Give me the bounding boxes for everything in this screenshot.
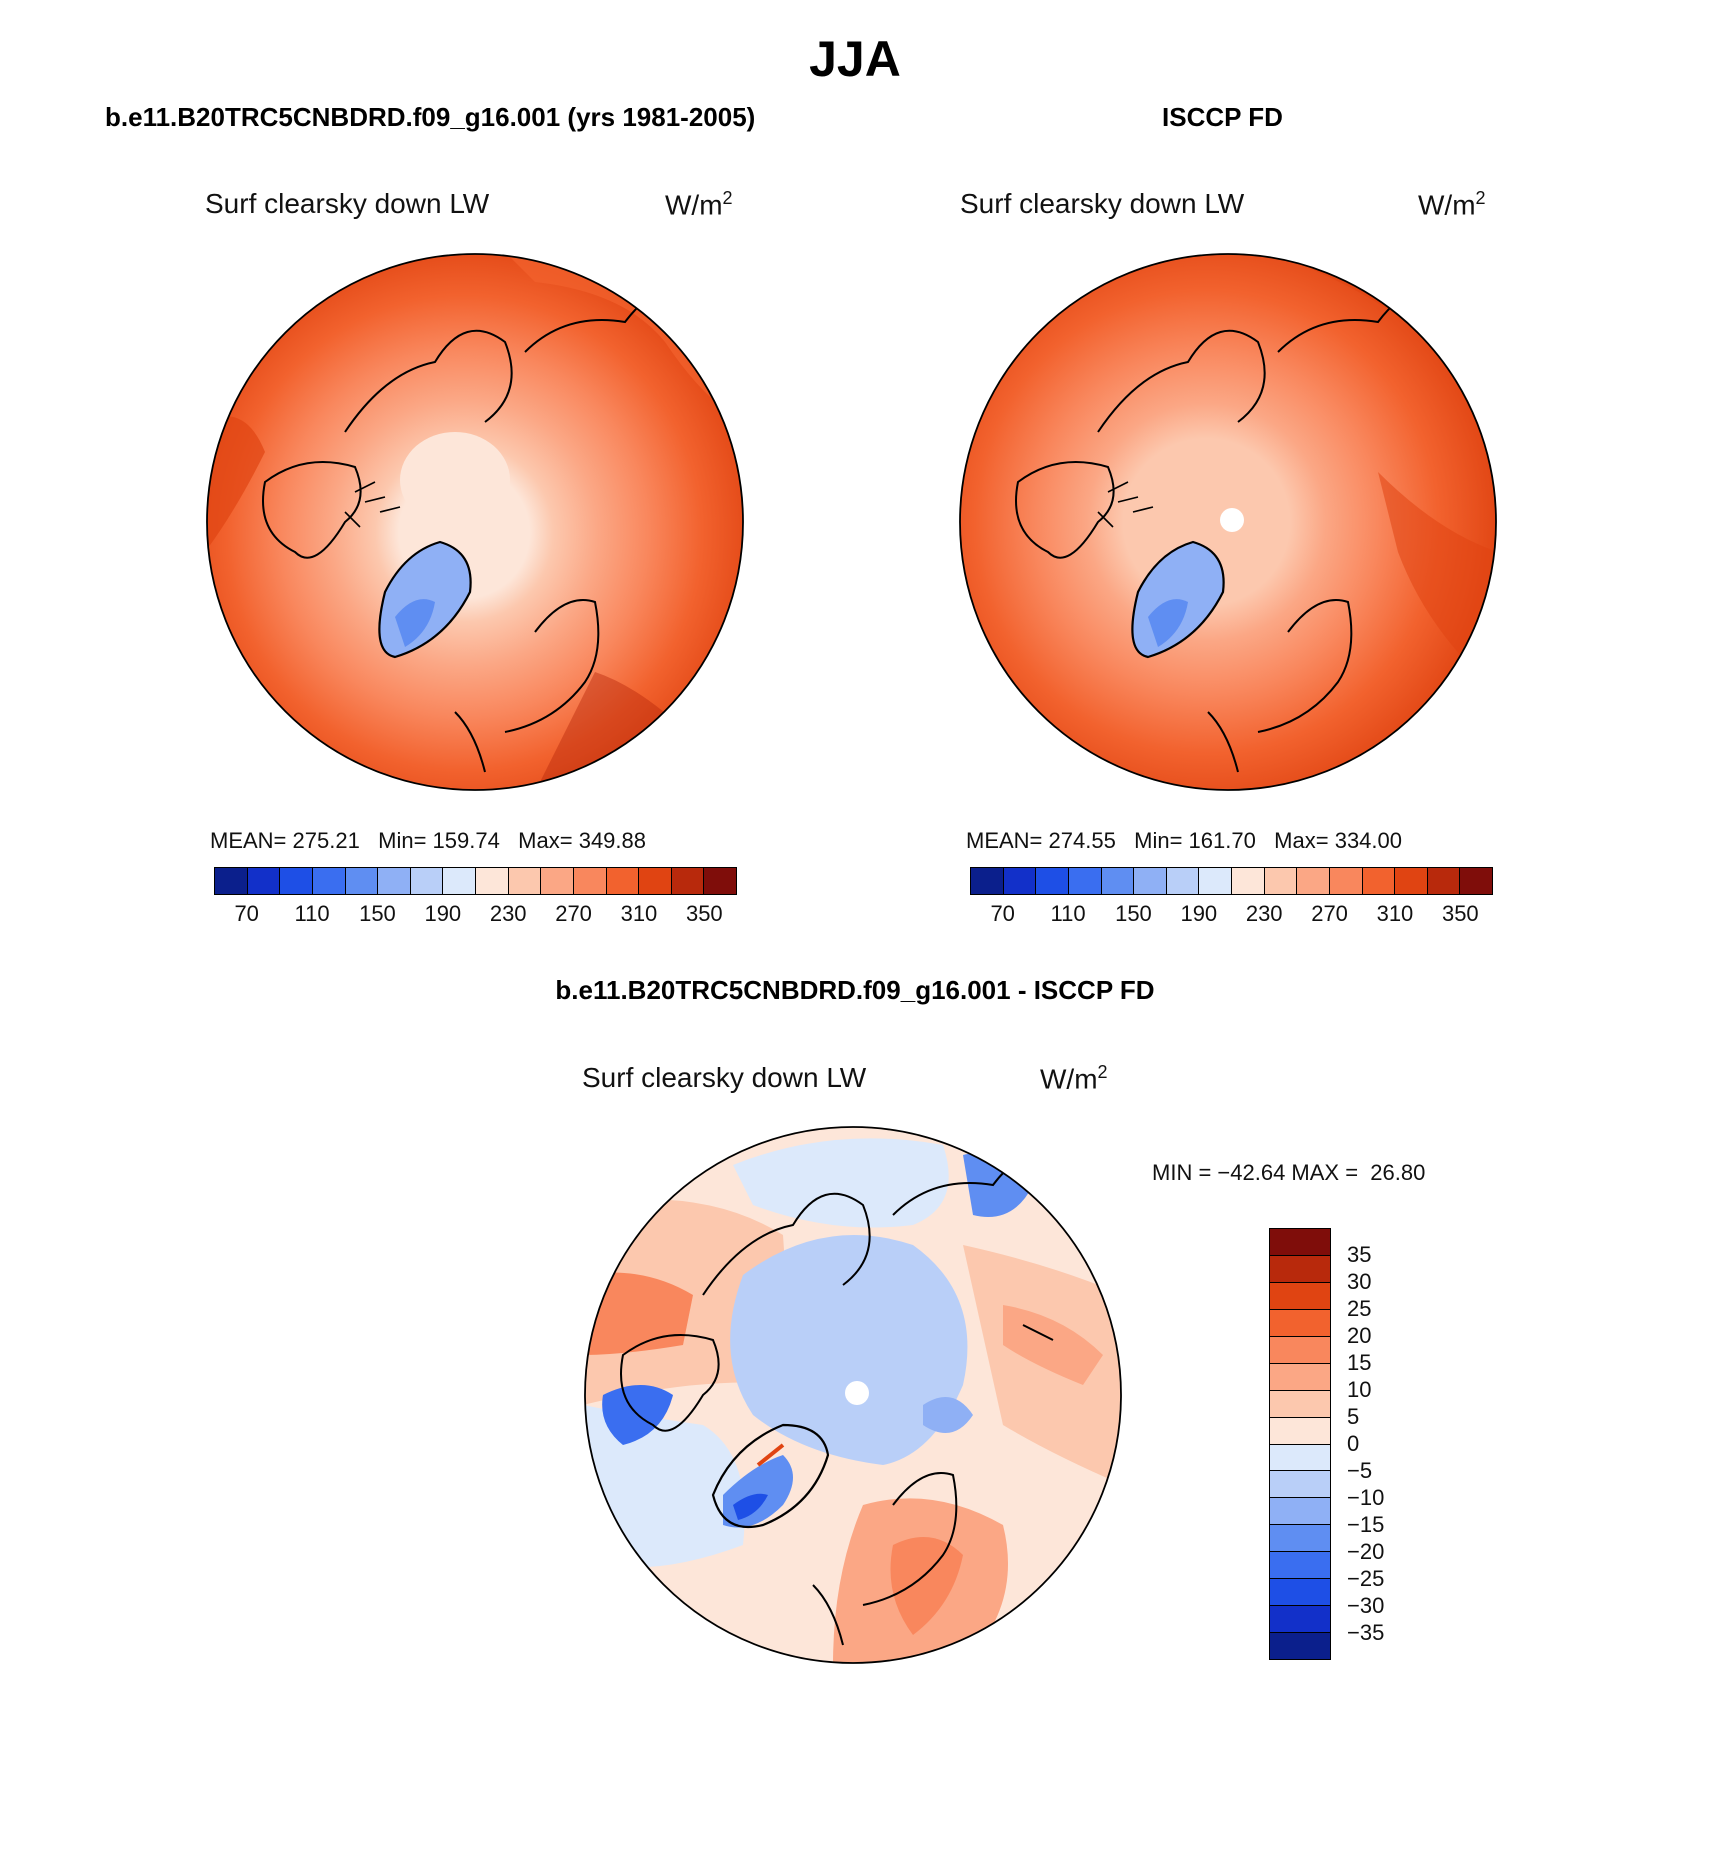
colorbar-tick-label: 190 [1180,901,1218,926]
figure-title: JJA [809,31,901,87]
colorbar-tick-label: −5 [1347,1458,1373,1483]
difference-colorbar-swatch [1270,1255,1330,1283]
difference-panel-title: b.e11.B20TRC5CNBDRD.f09_g16.001 - ISCCP … [555,975,1155,1005]
colorbar-tick-label: 10 [1347,1377,1372,1402]
right-colorbar-swatch [1232,868,1265,894]
colorbar-tick-label: 35 [1347,1242,1372,1267]
left-colorbar-swatch [671,868,705,894]
colorbar-tick-label: 70 [990,901,1015,926]
difference-colorbar-swatch [1270,1525,1330,1553]
colorbar-tick-label: −10 [1347,1485,1385,1510]
right-colorbar-swatch [1003,868,1037,894]
left-colorbar-swatch [378,868,411,894]
colorbar-tick-label: 270 [555,901,592,926]
right-colorbar-swatch [1068,868,1102,894]
colorbar-tick-label: 15 [1347,1350,1372,1375]
colorbar-tick-label: 110 [1050,901,1086,926]
colorbar-tick-label: 230 [1245,901,1283,926]
right-colorbar-swatch [1166,868,1200,894]
difference-colorbar [1269,1228,1331,1660]
difference-colorbar-swatch [1270,1417,1330,1445]
colorbar-tick-label: 310 [1376,901,1414,926]
left-colorbar-swatch [606,868,640,894]
left-colorbar-swatch [508,868,542,894]
colorbar-tick-label: 350 [1441,901,1479,926]
colorbar-tick-label: −30 [1347,1593,1385,1618]
left-colorbar-swatch [476,868,509,894]
difference-colorbar-swatch [1270,1229,1330,1256]
diff-units: W/m2 [1040,1062,1108,1095]
right-colorbar [970,867,1493,895]
difference-stats: MIN = −42.64 MAX = 26.80 [1152,1160,1426,1185]
colorbar-tick-label: 110 [294,901,330,926]
left-colorbar-swatch [704,868,736,894]
difference-colorbar-swatch [1270,1606,1330,1634]
right-units: W/m2 [1418,188,1486,221]
diff-field-label: Surf clearsky down LW [582,1062,867,1093]
right-field-label: Surf clearsky down LW [960,188,1245,219]
left-polar-map [206,253,744,791]
right-colorbar-swatch [1264,868,1298,894]
colorbar-tick-label: 5 [1347,1404,1360,1429]
right-colorbar-swatch [1036,868,1069,894]
difference-colorbar-swatch [1270,1282,1330,1310]
right-colorbar-swatch [1297,868,1330,894]
left-colorbar-swatch [443,868,476,894]
right-colorbar-swatch [971,868,1004,894]
right-colorbar-swatch [1329,868,1363,894]
difference-colorbar-swatch [1270,1444,1330,1472]
difference-polar-map [584,1126,1122,1664]
difference-colorbar-swatch [1270,1498,1330,1526]
colorbar-tick-label: 20 [1347,1323,1372,1348]
right-panel-title: ISCCP FD [1162,102,1283,132]
right-colorbar-swatch [1460,868,1492,894]
colorbar-tick-label: 0 [1347,1431,1360,1456]
right-stats: MEAN= 274.55 Min= 161.70 Max= 334.00 [966,828,1402,853]
colorbar-tick-label: −20 [1347,1539,1385,1564]
left-colorbar-swatch [345,868,379,894]
colorbar-tick-label: −15 [1347,1512,1385,1537]
colorbar-tick-label: 270 [1311,901,1348,926]
colorbar-tick-label: 25 [1347,1296,1372,1321]
right-colorbar-swatch [1362,868,1396,894]
left-panel-title: b.e11.B20TRC5CNBDRD.f09_g16.001 (yrs 198… [105,102,756,132]
right-polar-map [959,253,1497,791]
difference-colorbar-swatch [1270,1552,1330,1580]
colorbar-tick-label: 350 [685,901,723,926]
colorbar-tick-label: −25 [1347,1566,1385,1591]
right-colorbar-swatch [1427,868,1461,894]
difference-colorbar-swatch [1270,1363,1330,1391]
colorbar-tick-label: 150 [359,901,396,926]
left-units: W/m2 [665,188,733,221]
difference-colorbar-swatch [1270,1309,1330,1337]
left-colorbar-swatch [639,868,672,894]
difference-colorbar-swatch [1270,1633,1330,1659]
left-colorbar-swatch [410,868,444,894]
left-colorbar-swatch [573,868,607,894]
difference-colorbar-swatch [1270,1579,1330,1607]
colorbar-tick-label: −35 [1347,1620,1385,1645]
right-colorbar-swatch [1134,868,1167,894]
right-colorbar-swatch [1395,868,1428,894]
left-stats: MEAN= 275.21 Min= 159.74 Max= 349.88 [210,828,646,853]
colorbar-tick-label: 310 [620,901,658,926]
difference-colorbar-swatch [1270,1336,1330,1364]
left-colorbar-swatch [280,868,313,894]
left-field-label: Surf clearsky down LW [205,188,490,219]
difference-colorbar-swatch [1270,1471,1330,1499]
left-colorbar-swatch [215,868,248,894]
colorbar-tick-label: 230 [489,901,527,926]
difference-colorbar-swatch [1270,1390,1330,1418]
right-colorbar-swatch [1101,868,1135,894]
left-colorbar-swatch [312,868,346,894]
colorbar-tick-label: 30 [1347,1269,1372,1294]
colorbar-tick-label: 150 [1115,901,1152,926]
right-colorbar-swatch [1199,868,1232,894]
left-colorbar-swatch [541,868,574,894]
colorbar-tick-label: 190 [424,901,462,926]
left-colorbar [214,867,737,895]
left-colorbar-swatch [247,868,281,894]
colorbar-tick-label: 70 [234,901,259,926]
